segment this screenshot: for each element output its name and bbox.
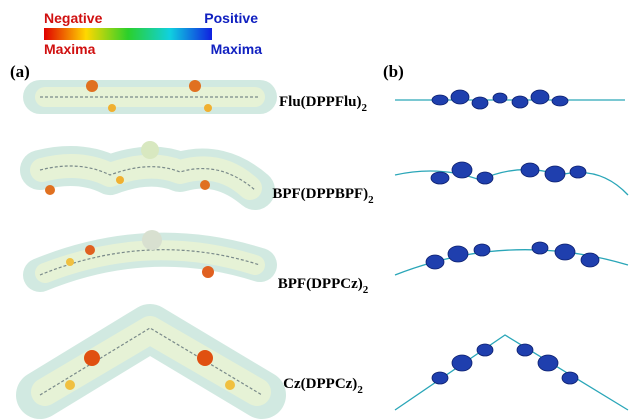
esp-surfaces bbox=[16, 80, 286, 419]
molecule-label: BPF(DPPBPF)2 bbox=[272, 186, 374, 206]
negative-label: Negative bbox=[44, 10, 103, 26]
orbital-plots bbox=[394, 89, 629, 411]
color-bar bbox=[44, 28, 212, 40]
panel-label: (a) bbox=[10, 62, 30, 81]
molecule-label: Flu(DPPFlu)2 bbox=[279, 94, 368, 114]
molecule-label: BPF(DPPCz)2 bbox=[278, 276, 369, 296]
positive-label: Positive bbox=[204, 10, 258, 26]
min-label: Maxima bbox=[44, 41, 96, 57]
panel-label: (b) bbox=[383, 62, 404, 81]
max-label: Maxima bbox=[211, 41, 263, 57]
molecule-label: Cz(DPPCz)2 bbox=[283, 376, 363, 396]
